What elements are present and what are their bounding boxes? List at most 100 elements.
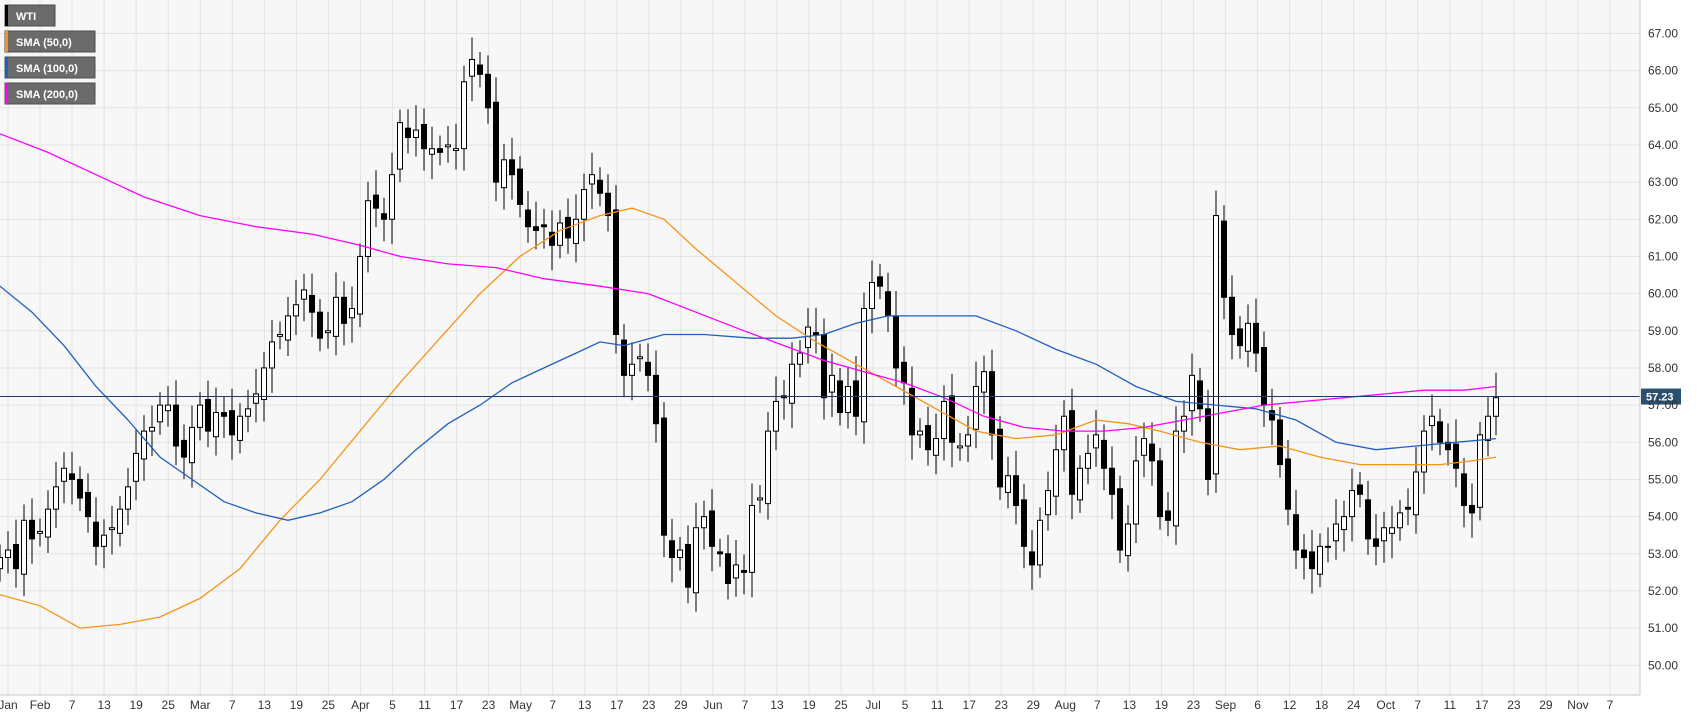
x-tick-label: 7	[1607, 698, 1614, 712]
candle	[349, 286, 355, 343]
candle	[1189, 353, 1195, 436]
x-tick-label: 23	[1187, 698, 1201, 712]
candle	[909, 366, 915, 460]
candle	[669, 518, 675, 583]
candle-body-up	[1421, 430, 1427, 473]
sma50-line	[0, 207, 1497, 629]
candle-body-up	[573, 218, 579, 244]
candle	[733, 540, 739, 597]
candle-body-up	[445, 144, 451, 148]
x-tick-label: 25	[162, 698, 176, 712]
x-tick-label: 11	[1444, 698, 1457, 712]
candle	[797, 340, 803, 378]
candle-body-down	[181, 439, 187, 458]
candle	[1197, 367, 1203, 422]
candle	[1437, 408, 1443, 456]
candle-body-up	[957, 445, 963, 449]
candle	[85, 473, 91, 533]
candle-body-down	[725, 553, 731, 585]
candle-body-down	[669, 540, 675, 558]
candle-body-up	[1429, 415, 1435, 427]
candle	[53, 461, 59, 529]
candle-body-up	[253, 393, 259, 404]
x-tick-label: 7	[69, 698, 76, 712]
candle-body-down	[997, 428, 1003, 488]
candle-body-down	[613, 209, 619, 335]
x-tick-label: 7	[1094, 698, 1101, 712]
candlesticks	[0, 37, 1499, 612]
candle-body-down	[813, 332, 819, 335]
candle-body-up	[797, 352, 803, 365]
candle	[605, 174, 611, 232]
y-tick-label: 54.00	[1648, 510, 1678, 524]
candle-body-down	[1229, 296, 1235, 335]
candle	[549, 210, 555, 271]
candle	[1037, 507, 1043, 578]
x-tick-label: Jun	[703, 698, 722, 712]
candle-body-down	[1365, 499, 1371, 540]
candle-body-down	[1453, 443, 1459, 469]
candle	[1485, 397, 1491, 457]
candle	[1109, 446, 1115, 520]
candle-body-up	[845, 386, 851, 414]
candle-body-down	[989, 371, 995, 436]
candle-body-down	[1293, 514, 1299, 551]
candle	[165, 386, 171, 427]
candle	[69, 451, 75, 505]
candle-body-down	[1253, 322, 1259, 354]
candle-body-up	[125, 486, 131, 510]
candle	[1309, 529, 1315, 594]
candle-body-down	[853, 380, 859, 417]
candle-body-up	[197, 404, 203, 428]
candle-body-down	[485, 73, 491, 109]
candle	[429, 126, 435, 180]
candle-body-up	[1037, 519, 1043, 566]
x-tick-label: 23	[995, 698, 1009, 712]
candle-body-down	[909, 387, 915, 436]
x-tick-label: 7	[229, 698, 236, 712]
candle	[693, 502, 699, 612]
candle	[485, 55, 491, 124]
candle	[213, 387, 219, 456]
candle	[269, 319, 275, 393]
candle-body-down	[597, 179, 603, 194]
candle	[125, 467, 131, 526]
legend-label: SMA (50,0)	[16, 37, 72, 49]
x-tick-label: 13	[97, 698, 111, 712]
candle-body-down	[885, 291, 891, 317]
candle	[557, 209, 563, 259]
candle-body-up	[693, 527, 699, 594]
candle	[253, 369, 259, 423]
candle-body-up	[1053, 449, 1059, 497]
candle-body-up	[213, 412, 219, 438]
candle	[1397, 499, 1403, 541]
candle	[1317, 533, 1323, 588]
x-tick-label: Oct	[1376, 698, 1395, 712]
candle	[77, 466, 83, 512]
candle	[133, 428, 139, 501]
y-tick-label: 50.00	[1648, 658, 1678, 672]
candle-body-down	[549, 231, 555, 246]
candle-body-up	[1213, 215, 1219, 475]
candle	[1165, 492, 1171, 537]
candle-body-up	[1413, 471, 1419, 516]
candle-body-down	[1309, 551, 1315, 570]
x-tick-label: Aug	[1055, 698, 1076, 712]
x-tick-label: 29	[1027, 698, 1041, 712]
x-tick-label: 13	[1123, 698, 1137, 712]
candle	[1229, 275, 1235, 360]
candle-body-down	[93, 521, 99, 547]
candle	[1389, 505, 1395, 559]
candle-body-up	[1173, 430, 1179, 527]
candle-body-down	[69, 473, 75, 480]
candle-body-up	[61, 467, 67, 482]
x-tick-label: 6	[1254, 698, 1261, 712]
candle-body-up	[765, 430, 771, 505]
candle	[869, 260, 875, 334]
candle	[421, 108, 427, 171]
candle	[1133, 435, 1139, 543]
candle-body-down	[221, 412, 227, 417]
candle	[725, 534, 731, 600]
candle-body-down	[205, 399, 211, 432]
